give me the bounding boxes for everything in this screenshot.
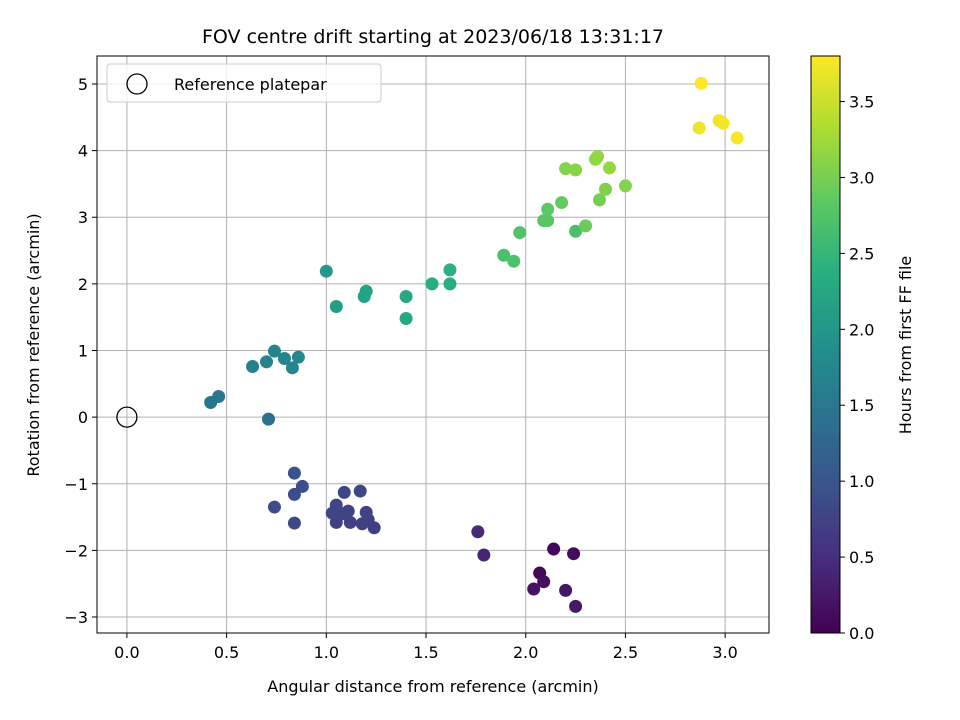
y-tick-label: 5: [78, 75, 88, 94]
data-point: [277, 351, 291, 365]
data-point: [267, 500, 281, 514]
data-point: [537, 575, 551, 589]
y-tick-label: −2: [64, 541, 88, 560]
data-point: [591, 150, 605, 164]
data-point: [497, 248, 511, 262]
data-point: [285, 361, 299, 375]
data-point: [513, 226, 527, 240]
x-axis-label: Angular distance from reference (arcmin): [267, 677, 598, 696]
chart-title: FOV centre drift starting at 2023/06/18 …: [202, 26, 664, 48]
y-tick-label: 1: [78, 341, 88, 360]
data-point: [579, 219, 593, 233]
data-point: [287, 487, 301, 501]
x-tick-label: 2.5: [613, 643, 638, 662]
colorbar-ticks: 0.0 0.5 1.0 1.5 2.0 2.5 3.0 3.5: [840, 93, 874, 643]
legend-reference-marker: [126, 73, 148, 95]
x-tick-label: 3.0: [712, 643, 737, 662]
data-point: [261, 412, 275, 426]
legend-box: [106, 63, 382, 103]
data-point: [329, 498, 343, 512]
colorbar: 0.0 0.5 1.0 1.5 2.0 2.5 3.0 3.5 Hours from firs…: [810, 55, 915, 643]
data-point: [694, 76, 708, 90]
x-axis-ticks: 0.0 0.5 1.0 1.5 2.0 2.5 3.0: [114, 633, 738, 662]
data-point: [559, 583, 573, 597]
data-point: [692, 121, 706, 135]
data-point: [569, 599, 583, 613]
data-point: [359, 505, 373, 519]
colorbar-gradient: [810, 55, 841, 634]
legend-label: Reference platepar: [174, 75, 327, 94]
axes-frame: [96, 55, 770, 634]
data-point: [527, 582, 541, 596]
data-point: [618, 179, 632, 193]
data-point: [287, 466, 301, 480]
y-axis-label: Rotation from reference (arcmin): [24, 213, 43, 476]
data-point: [353, 484, 367, 498]
x-tick-label: 0.0: [114, 643, 139, 662]
colorbar-tick-label: 0.5: [849, 548, 874, 567]
data-point: [547, 542, 561, 556]
y-tick-label: 0: [78, 408, 88, 427]
data-point: [567, 547, 581, 561]
y-tick-label: 3: [78, 208, 88, 227]
colorbar-label: Hours from first FF file: [896, 256, 915, 435]
data-point: [246, 359, 260, 373]
data-point: [399, 290, 413, 304]
x-tick-label: 2.0: [513, 643, 538, 662]
data-point: [541, 214, 555, 228]
data-point: [602, 161, 616, 175]
data-point: [343, 515, 357, 529]
colorbar-tick-label: 1.0: [849, 472, 874, 491]
colorbar-tick-label: 3.5: [849, 93, 874, 112]
x-tick-label: 1.0: [314, 643, 339, 662]
colorbar-tick-label: 2.0: [849, 320, 874, 339]
data-point: [399, 312, 413, 326]
data-point: [287, 516, 301, 530]
data-point: [477, 548, 491, 562]
data-point: [259, 355, 273, 369]
data-point: [359, 284, 373, 298]
data-point: [329, 300, 343, 314]
legend: Reference platepar: [106, 63, 382, 103]
grid: [97, 56, 769, 633]
data-point: [555, 196, 569, 210]
data-point: [425, 277, 439, 291]
y-tick-label: 2: [78, 275, 88, 294]
data-point: [212, 389, 226, 403]
x-tick-label: 0.5: [214, 643, 239, 662]
data-point: [541, 202, 555, 216]
data-point: [319, 264, 333, 278]
y-tick-label: 4: [78, 142, 88, 161]
data-point: [295, 479, 309, 493]
data-point: [598, 182, 612, 196]
data-point: [291, 350, 305, 364]
data-point: [443, 277, 457, 291]
y-tick-label: −3: [64, 608, 88, 627]
data-point: [471, 525, 485, 539]
data-point: [569, 224, 583, 238]
reference-platepar-point: [116, 406, 138, 428]
data-point: [730, 131, 744, 145]
colorbar-tick-label: 2.5: [849, 244, 874, 263]
y-tick-label: −1: [64, 475, 88, 494]
data-point: [593, 193, 607, 207]
x-tick-label: 1.5: [413, 643, 438, 662]
colorbar-tick-label: 3.0: [849, 168, 874, 187]
scatter-points: [116, 76, 744, 613]
y-axis-ticks: −3 −2 −1 0 1 2 3 4 5: [64, 75, 97, 627]
data-point: [443, 263, 457, 277]
data-point: [559, 162, 573, 176]
data-point: [267, 344, 281, 358]
data-point: [507, 254, 521, 268]
colorbar-tick-label: 0.0: [849, 624, 874, 643]
colorbar-tick-label: 1.5: [849, 396, 874, 415]
data-point: [569, 163, 583, 177]
data-point: [716, 116, 730, 130]
data-point: [337, 485, 351, 499]
